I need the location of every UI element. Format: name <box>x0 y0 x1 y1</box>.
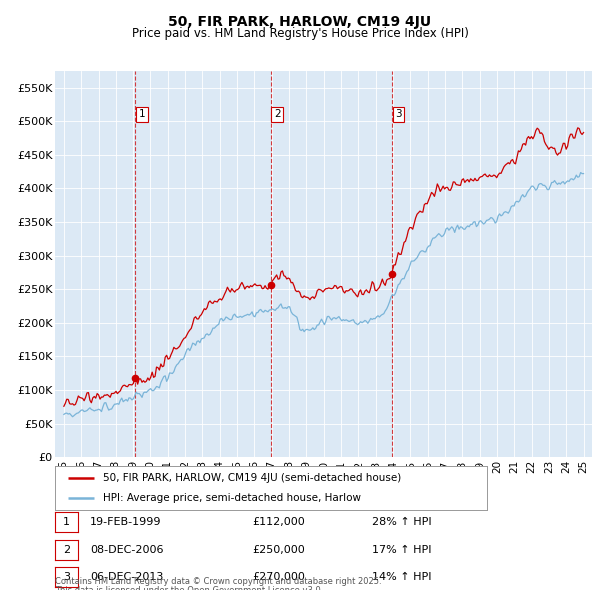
Text: 50, FIR PARK, HARLOW, CM19 4JU (semi-detached house): 50, FIR PARK, HARLOW, CM19 4JU (semi-det… <box>103 473 401 483</box>
Text: Price paid vs. HM Land Registry's House Price Index (HPI): Price paid vs. HM Land Registry's House … <box>131 27 469 40</box>
Text: 06-DEC-2013: 06-DEC-2013 <box>90 572 163 582</box>
Text: Contains HM Land Registry data © Crown copyright and database right 2025.: Contains HM Land Registry data © Crown c… <box>55 578 382 586</box>
Text: 2: 2 <box>63 545 70 555</box>
Text: £270,000: £270,000 <box>252 572 305 582</box>
Text: 50, FIR PARK, HARLOW, CM19 4JU: 50, FIR PARK, HARLOW, CM19 4JU <box>169 15 431 29</box>
Text: 1: 1 <box>139 110 145 120</box>
Text: 14% ↑ HPI: 14% ↑ HPI <box>372 572 431 582</box>
Text: 1: 1 <box>63 517 70 527</box>
Text: 28% ↑ HPI: 28% ↑ HPI <box>372 517 431 527</box>
Text: £250,000: £250,000 <box>252 545 305 555</box>
Text: 17% ↑ HPI: 17% ↑ HPI <box>372 545 431 555</box>
Text: 3: 3 <box>63 572 70 582</box>
Text: 3: 3 <box>395 110 402 120</box>
Text: HPI: Average price, semi-detached house, Harlow: HPI: Average price, semi-detached house,… <box>103 493 361 503</box>
Text: 19-FEB-1999: 19-FEB-1999 <box>90 517 161 527</box>
Text: £112,000: £112,000 <box>252 517 305 527</box>
Text: 08-DEC-2006: 08-DEC-2006 <box>90 545 163 555</box>
Text: This data is licensed under the Open Government Licence v3.0.: This data is licensed under the Open Gov… <box>55 586 323 590</box>
Text: 2: 2 <box>274 110 281 120</box>
